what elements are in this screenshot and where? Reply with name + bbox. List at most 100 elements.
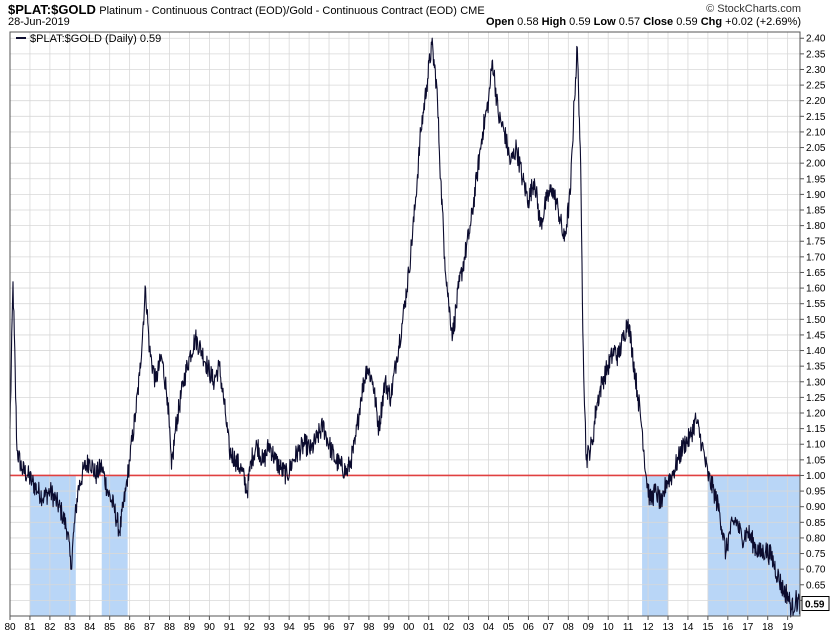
y-tick-label: 2.00 [806, 159, 826, 170]
last-value-box [801, 596, 830, 612]
y-tick-label: 1.25 [806, 393, 826, 404]
y-tick-label: 2.20 [806, 96, 826, 107]
y-tick-label: 2.25 [806, 81, 826, 92]
y-tick-label: 2.15 [806, 112, 826, 123]
x-tick-label: 88 [164, 622, 176, 633]
x-tick-label: 99 [383, 622, 395, 633]
x-tick-label: 08 [563, 622, 575, 633]
y-tick-label: 1.40 [806, 346, 826, 357]
x-tick-label: 06 [523, 622, 535, 633]
y-tick-label: 1.00 [806, 471, 826, 482]
y-tick-label: 0.80 [806, 533, 826, 544]
x-tick-label: 00 [403, 622, 415, 633]
y-tick-label: 1.65 [806, 268, 826, 279]
x-tick-label: 94 [284, 622, 296, 633]
y-tick-label: 2.10 [806, 127, 826, 138]
brand-watermark: © StockCharts.com [706, 3, 801, 15]
x-tick-label: 16 [722, 622, 734, 633]
x-tick-label: 12 [642, 622, 654, 633]
x-tick-label: 03 [463, 622, 475, 633]
x-tick-label: 98 [363, 622, 375, 633]
chart-symbol: $PLAT:$GOLD [8, 2, 96, 17]
low-label: Low [593, 16, 616, 28]
close-value: 0.59 [676, 16, 698, 28]
x-tick-label: 15 [702, 622, 714, 633]
x-tick-label: 89 [184, 622, 196, 633]
shaded-period [642, 475, 669, 616]
x-tick-label: 97 [343, 622, 355, 633]
y-tick-label: 2.05 [806, 143, 826, 154]
x-tick-label: 07 [543, 622, 555, 633]
open-label: Open [485, 16, 515, 28]
series-group [9, 37, 801, 618]
x-tick-label: 80 [4, 622, 16, 633]
chart-header: $PLAT:$GOLD Platinum - Continuous Contra… [8, 2, 485, 17]
y-tick-label: 1.15 [806, 424, 826, 435]
close-label: Close [643, 16, 674, 28]
x-tick-label: 86 [124, 622, 136, 633]
x-tick-label: 90 [204, 622, 216, 633]
x-tick-label: 04 [483, 622, 495, 633]
high-value: 0.59 [569, 16, 591, 28]
high-label: High [541, 16, 567, 28]
y-tick-label: 0.95 [806, 487, 826, 498]
last-value-marker: 0.59 [801, 596, 830, 612]
x-tick-label: 09 [583, 622, 595, 633]
y-tick-label: 1.90 [806, 190, 826, 201]
x-tick-label: 96 [323, 622, 335, 633]
x-tick-label: 81 [24, 622, 36, 633]
y-tick-label: 0.90 [806, 502, 826, 513]
y-tick-label: 1.10 [806, 440, 826, 451]
y-tick-label: 0.85 [806, 518, 826, 529]
chart-exchange: CME [460, 5, 485, 17]
y-tick-label: 1.20 [806, 409, 826, 420]
x-tick-label: 87 [144, 622, 156, 633]
series-line [9, 37, 801, 618]
y-tick-label: 1.05 [806, 455, 826, 466]
x-tick-label: 13 [662, 622, 674, 633]
y-tick-label: 1.60 [806, 284, 826, 295]
chart-date: 28-Jun-2019 [8, 16, 70, 28]
y-tick-label: 1.85 [806, 206, 826, 217]
plot-frame [9, 31, 801, 617]
x-tick-label: 83 [64, 622, 76, 633]
ohlc-summary: Open 0.58 High 0.59 Low 0.57 Close 0.59 … [486, 16, 801, 28]
x-tick-label: 17 [742, 622, 754, 633]
last-value-label: 0.59 [805, 600, 825, 611]
open-value: 0.58 [517, 16, 539, 28]
x-tick-label: 95 [304, 622, 316, 633]
chg-label: Chg [700, 16, 723, 28]
legend-label: $PLAT:$GOLD (Daily) 0.59 [30, 33, 161, 45]
x-tick-label: 84 [84, 622, 96, 633]
y-tick-label: 2.35 [806, 49, 826, 60]
y-tick-label: 1.55 [806, 299, 826, 310]
y-tick-label: 1.80 [806, 221, 826, 232]
shaded-regions [29, 475, 800, 616]
grid-lines [9, 32, 800, 616]
y-tick-label: 0.70 [806, 565, 826, 576]
legend: $PLAT:$GOLD (Daily) 0.59 [16, 33, 161, 45]
x-tick-label: 91 [224, 622, 236, 633]
x-tick-label: 05 [503, 622, 515, 633]
y-tick-label: 1.70 [806, 252, 826, 263]
low-value: 0.57 [618, 16, 641, 28]
x-tick-label: 92 [244, 622, 256, 633]
y-tick-label: 1.50 [806, 315, 826, 326]
y-tick-label: 1.30 [806, 377, 826, 388]
y-tick-label: 0.65 [806, 580, 826, 591]
x-tick-label: 19 [782, 622, 794, 633]
x-tick-label: 02 [443, 622, 455, 633]
x-tick-label: 85 [104, 622, 116, 633]
y-tick-label: 0.75 [806, 549, 826, 560]
x-tick-label: 01 [423, 622, 435, 633]
x-tick-label: 18 [762, 622, 774, 633]
y-axis-ticks: 0.600.650.700.750.800.850.900.951.001.05… [800, 34, 826, 607]
x-tick-label: 10 [603, 622, 615, 633]
x-axis-ticks: 80 81 82 83 84 85 86 87 88 89 90 91 92 93 94 95 96 97 98 99… [4, 616, 794, 633]
y-tick-label: 1.95 [806, 174, 826, 185]
y-tick-label: 2.30 [806, 65, 826, 76]
x-tick-label: 93 [264, 622, 276, 633]
y-tick-label: 1.35 [806, 362, 826, 373]
x-tick-label: 82 [44, 622, 56, 633]
